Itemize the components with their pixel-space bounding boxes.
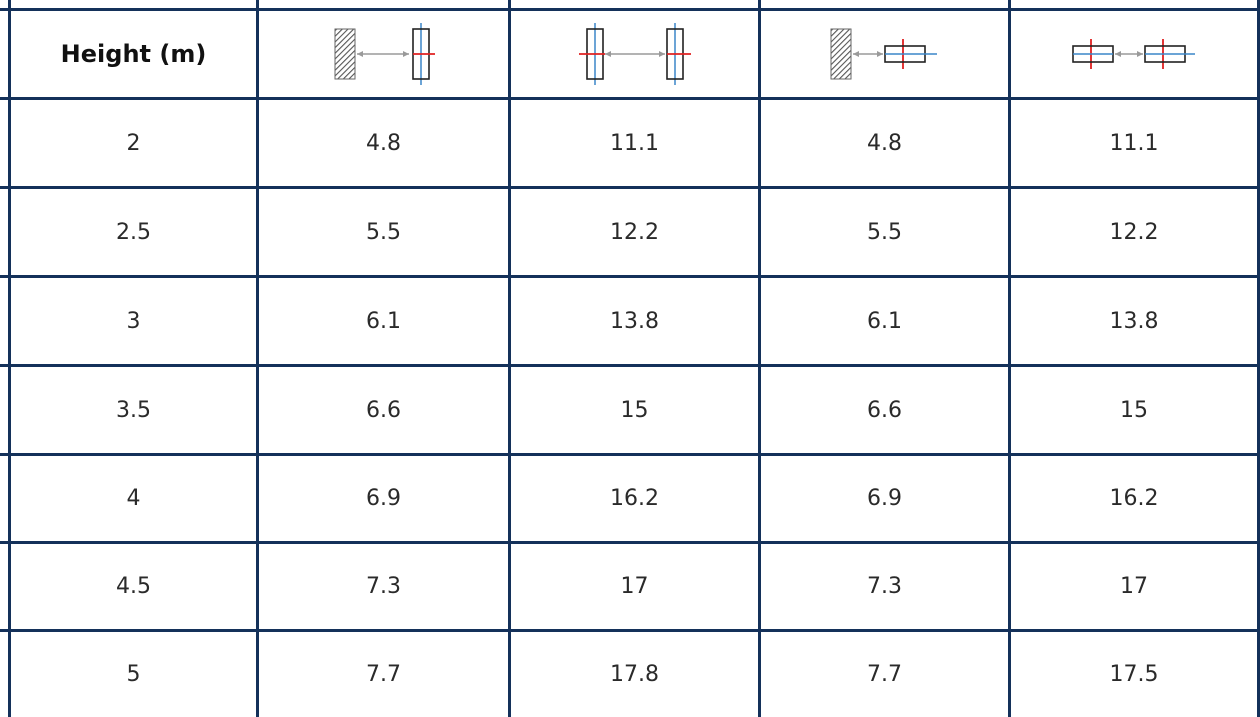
value-cell: 5.5 [867, 219, 902, 245]
value-cell: 7.7 [867, 662, 902, 687]
value-cell: 15 [1120, 397, 1148, 423]
row-divider [0, 186, 1260, 189]
value-cell: 12.2 [1109, 219, 1159, 245]
row-divider [0, 453, 1260, 456]
height-cell: 4.5 [116, 574, 151, 599]
row-divider [0, 364, 1260, 367]
value-cell: 17.8 [610, 662, 659, 687]
row-divider [0, 275, 1260, 278]
value-cell: 7.3 [366, 574, 401, 599]
value-cell: 15 [620, 397, 649, 423]
value-cell: 6.6 [867, 397, 902, 423]
value-cell: 13.8 [1109, 308, 1159, 334]
value-cell: 4.8 [867, 130, 902, 156]
column-divider [508, 0, 511, 717]
value-cell: 6.1 [366, 308, 401, 334]
value-cell: 6.1 [867, 308, 902, 334]
height-cell: 2.5 [116, 219, 151, 245]
value-cell: 7.3 [867, 574, 902, 599]
column-header-1 [259, 11, 508, 97]
column-header-4 [1011, 11, 1257, 97]
height-column-header: Height (m) [60, 40, 207, 68]
value-cell: 6.9 [366, 486, 401, 511]
column-header-2 [511, 11, 758, 97]
table-border-right [1257, 0, 1260, 717]
upright-to-upright-frame-icon [578, 23, 691, 85]
value-cell: 17 [620, 574, 649, 599]
value-cell: 16.2 [1109, 486, 1159, 511]
height-cell: 5 [126, 662, 141, 687]
value-cell: 11.1 [610, 130, 659, 156]
value-cell: 11.1 [1109, 130, 1159, 156]
value-cell: 7.7 [366, 662, 401, 687]
wall-to-upright-frame-icon [334, 23, 435, 85]
column-header-3 [761, 11, 1008, 97]
horizontal-to-horizontal-frame-icon [1072, 39, 1195, 69]
wall-to-horizontal-frame-icon [830, 28, 937, 80]
column-divider [1008, 0, 1011, 717]
table-border-left [8, 0, 11, 717]
height-cell: 4 [126, 486, 141, 511]
column-divider [758, 0, 761, 717]
row-divider [0, 541, 1260, 544]
value-cell: 6.6 [366, 397, 401, 423]
value-cell: 12.2 [610, 219, 659, 245]
value-cell: 16.2 [610, 486, 659, 511]
value-cell: 4.8 [366, 130, 401, 156]
height-cell: 3.5 [116, 397, 151, 423]
table-border-top [0, 8, 1260, 11]
height-cell: 2 [126, 130, 141, 156]
value-cell: 13.8 [610, 308, 659, 334]
value-cell: 6.9 [867, 486, 902, 511]
value-cell: 17 [1120, 574, 1148, 599]
row-divider [0, 97, 1260, 100]
row-divider [0, 629, 1260, 632]
column-divider [256, 0, 259, 717]
height-cell: 3 [126, 308, 141, 334]
value-cell: 17.5 [1109, 662, 1159, 687]
value-cell: 5.5 [366, 219, 401, 245]
